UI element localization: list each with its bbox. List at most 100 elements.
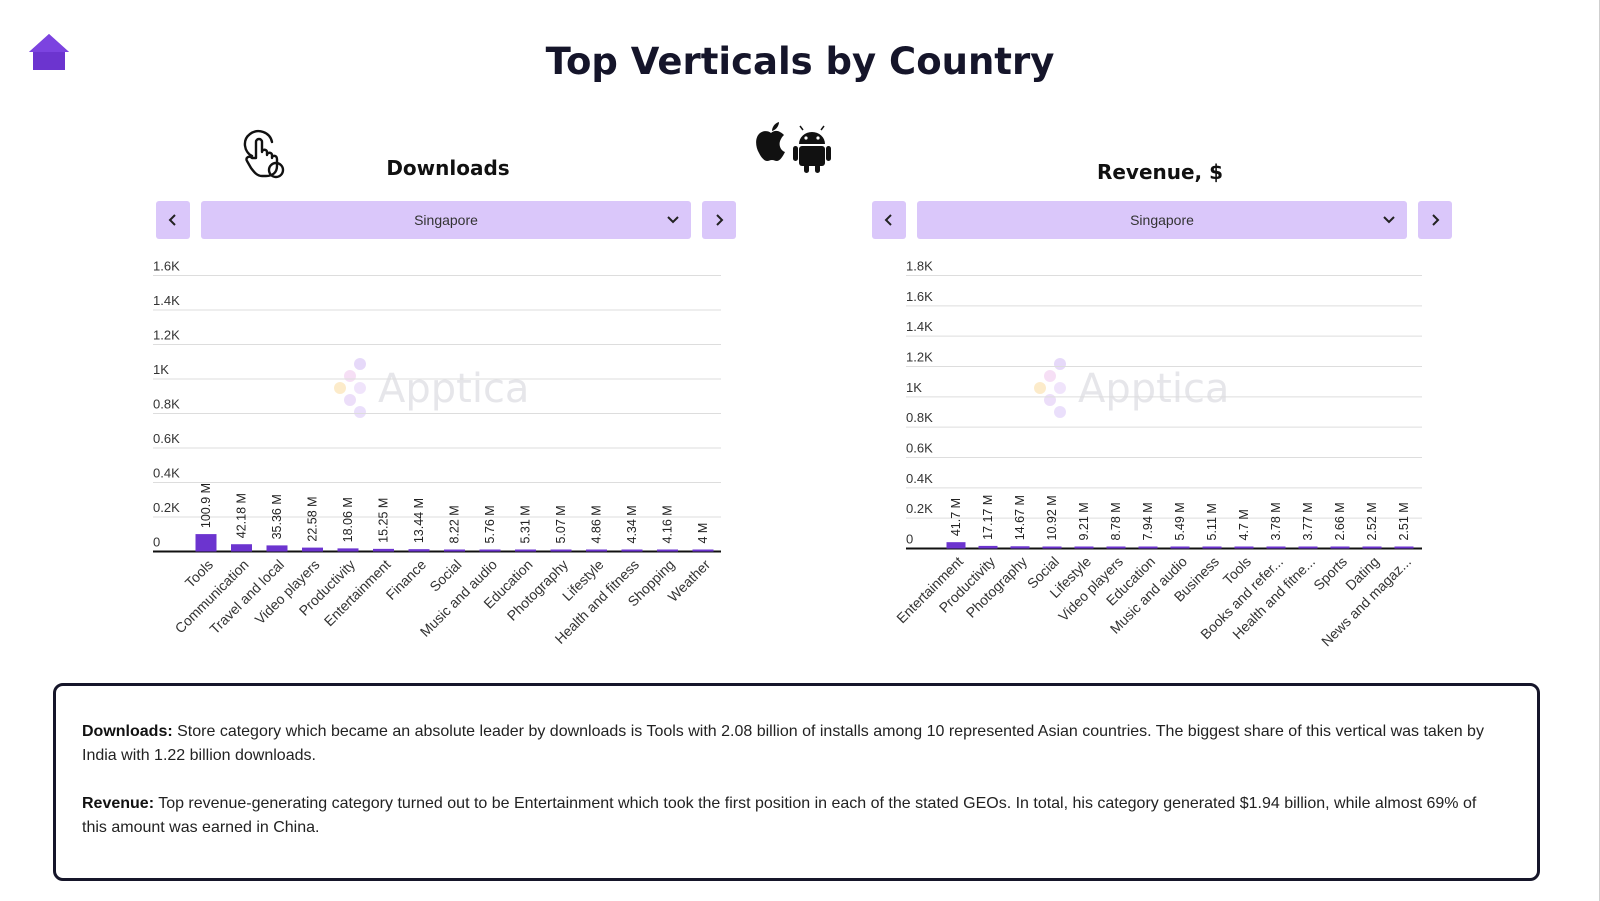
downloads-insight-label: Downloads: (82, 723, 173, 740)
data-label: 2.52 M (1365, 502, 1379, 540)
y-tick-label: 0.2K (153, 500, 180, 515)
revenue-insight: Revenue: Top revenue-generating category… (82, 792, 1497, 840)
y-tick-label: 0.4K (153, 466, 180, 481)
data-label: 10.92 M (1045, 495, 1059, 540)
data-label: 3.78 M (1269, 502, 1283, 540)
y-tick-label: 1.4K (906, 319, 933, 334)
data-label: 42.18 M (235, 493, 249, 538)
bar (1010, 546, 1030, 549)
downloads-country-select[interactable]: Singapore (201, 201, 691, 239)
revenue-title: Revenue, $ (1096, 160, 1224, 184)
bar (1394, 546, 1414, 549)
y-tick-label: 0 (153, 535, 160, 550)
bar (1074, 546, 1094, 549)
y-tick-label: 0 (906, 532, 913, 547)
chevron-right-icon (1432, 214, 1440, 226)
revenue-insight-label: Revenue: (82, 795, 155, 812)
y-tick-label: 1.2K (906, 350, 933, 365)
bar (1202, 546, 1222, 549)
y-tick-label: 1.2K (153, 328, 180, 343)
downloads-insight-text: Store category which became an absolute … (82, 723, 1484, 764)
revenue-country-select[interactable]: Singapore (917, 201, 1407, 239)
downloads-chart: Apptica 0 0.2K 0.4K 0.6K 0.8K 1K 1.2K 1.4K 1.6K 10… (153, 259, 721, 647)
data-label: 100.9 M (199, 483, 213, 528)
bar (408, 549, 430, 552)
data-label: 41.7 M (949, 498, 963, 536)
y-tick-label: 0.8K (906, 410, 933, 425)
downloads-prev-button[interactable] (156, 201, 190, 239)
watermark: Apptica (334, 358, 529, 418)
bar (1362, 546, 1382, 549)
downloads-next-button[interactable] (702, 201, 736, 239)
data-label: 9.21 M (1077, 502, 1091, 540)
bar (337, 548, 359, 552)
bar (946, 542, 966, 549)
y-tick-label: 1.4K (153, 293, 180, 308)
y-tick-label: 1.6K (153, 259, 180, 274)
bar (479, 549, 501, 552)
insights-box: Downloads: Store category which became a… (53, 683, 1540, 881)
y-tick-label: 1K (153, 362, 169, 377)
revenue-insight-text: Top revenue-generating category turned o… (82, 795, 1477, 836)
data-label: 5.31 M (519, 505, 533, 543)
bar (1042, 546, 1062, 549)
y-tick-label: 0.8K (153, 397, 180, 412)
data-label: 5.07 M (554, 505, 568, 543)
chevron-left-icon (884, 214, 892, 226)
data-label: 18.06 M (341, 497, 355, 542)
data-label: 7.94 M (1141, 502, 1155, 540)
data-label: 5.49 M (1173, 502, 1187, 540)
x-tick-label: Finance (383, 556, 430, 603)
bar (692, 549, 714, 552)
data-label: 4.86 M (590, 505, 604, 543)
bar (266, 545, 288, 552)
chevron-left-icon (168, 214, 176, 226)
bar (657, 549, 678, 552)
bar (515, 549, 536, 552)
data-label: 4.34 M (625, 505, 639, 543)
downloads-country-value: Singapore (414, 212, 478, 228)
bar (1330, 546, 1350, 549)
y-tick-label: 0.6K (153, 431, 180, 446)
data-label: 8.22 M (448, 505, 462, 543)
y-tick-label: 1.6K (906, 289, 933, 304)
chevron-down-icon (1383, 216, 1395, 224)
data-label: 4.7 M (1237, 509, 1251, 540)
watermark-text: Apptica (378, 366, 529, 412)
data-label: 17.17 M (981, 495, 995, 540)
bar (586, 549, 607, 552)
y-tick-label: 1K (906, 380, 922, 395)
bar (231, 544, 252, 552)
bar (550, 549, 572, 552)
data-label: 14.67 M (1013, 495, 1027, 540)
data-label: 4 M (696, 523, 710, 544)
data-label: 22.58 M (306, 496, 320, 541)
data-label: 2.51 M (1397, 502, 1411, 540)
chevron-right-icon (716, 214, 724, 226)
home-icon[interactable] (27, 32, 71, 72)
data-label: 15.25 M (377, 498, 391, 543)
data-label: 5.11 M (1205, 503, 1219, 540)
y-tick-label: 0.2K (906, 501, 933, 516)
platform-icons (750, 118, 850, 174)
bar (302, 547, 323, 552)
data-label: 5.76 M (483, 505, 497, 543)
x-tick-label: Sports (1310, 553, 1350, 593)
apple-icon (756, 122, 785, 161)
watermark-text: Apptica (1078, 366, 1229, 412)
revenue-prev-button[interactable] (872, 201, 906, 239)
hand-pointer-icon (238, 128, 290, 180)
bar (1234, 546, 1254, 549)
y-tick-label: 0.4K (906, 471, 933, 486)
bar (1138, 546, 1158, 549)
bar (195, 534, 217, 552)
bar (1298, 546, 1318, 549)
revenue-next-button[interactable] (1418, 201, 1452, 239)
bar (1266, 546, 1286, 549)
android-icon (793, 125, 831, 173)
revenue-country-value: Singapore (1130, 212, 1194, 228)
data-label: 13.44 M (412, 498, 426, 543)
chevron-down-icon (667, 216, 679, 224)
downloads-title: Downloads (386, 156, 510, 180)
data-label: 8.78 M (1109, 502, 1123, 540)
